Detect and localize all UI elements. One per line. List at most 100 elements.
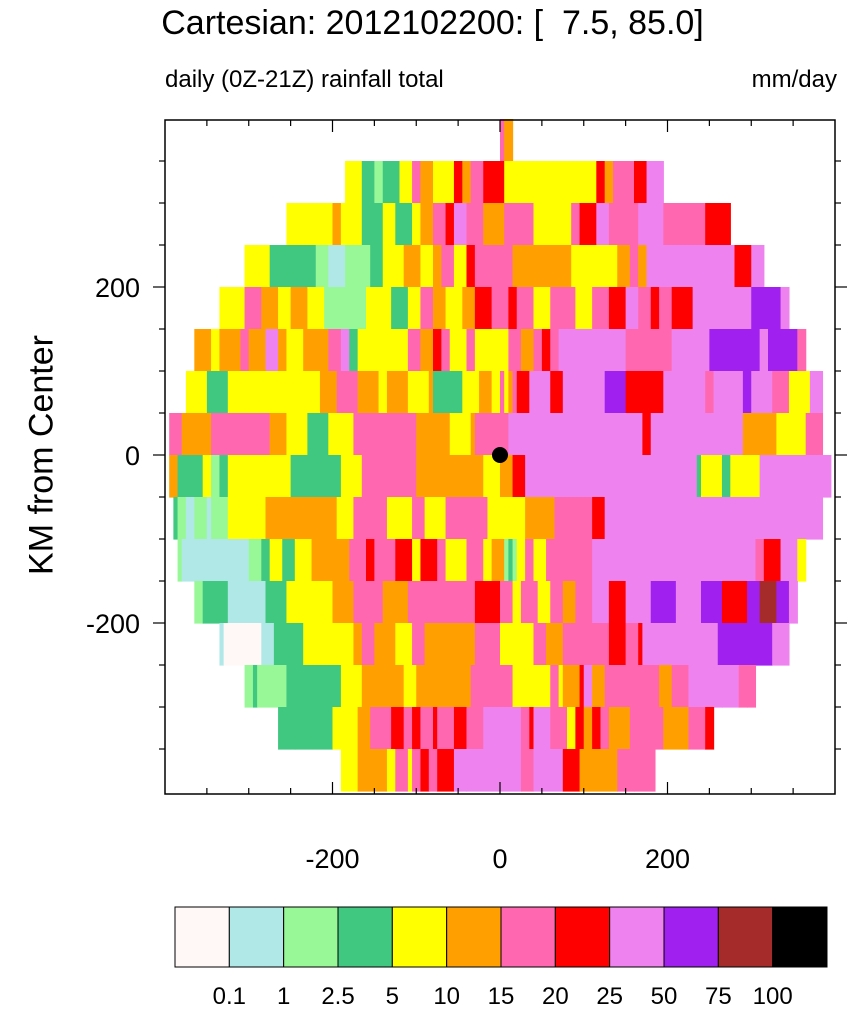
heatmap-cell (596, 203, 610, 246)
heatmap-cell (261, 287, 279, 330)
heatmap-cell (688, 707, 706, 750)
heatmap-cell (558, 539, 593, 582)
heatmap-cell (487, 497, 526, 540)
heatmap-cell (219, 455, 229, 498)
heatmap-cell (328, 245, 346, 288)
heatmap-cell (592, 707, 602, 750)
heatmap-cell (382, 203, 396, 246)
heatmap-cell (780, 287, 790, 330)
heatmap-cell (520, 707, 530, 750)
heatmap-cell (483, 161, 505, 204)
heatmap-cell (579, 665, 585, 708)
heatmap-cell (412, 623, 426, 666)
heatmap-cell (642, 455, 664, 498)
heatmap-cell (788, 497, 824, 540)
heatmap-cell (286, 413, 308, 456)
heatmap-cell (592, 539, 681, 582)
heatmap-cell (290, 455, 342, 498)
colorbar-swatch (500, 906, 556, 968)
heatmap-cell (391, 665, 405, 708)
heatmap-cell (269, 245, 317, 288)
heatmap-cell (466, 749, 522, 792)
heatmap-cell (772, 623, 790, 666)
heatmap-cell (366, 539, 375, 582)
heatmap-cell (345, 245, 371, 288)
heatmap-cell (416, 455, 451, 498)
heatmap-cell (232, 623, 262, 666)
heatmap-cell (692, 329, 710, 372)
heatmap-cell (512, 581, 522, 624)
heatmap-cell (759, 329, 769, 372)
axes: -200 0 200 -200 0 200 (86, 119, 847, 874)
heatmap-cell (550, 371, 564, 414)
heatmap-cell (705, 707, 715, 750)
colorbar-swatch (174, 906, 230, 968)
heatmap-cell (470, 413, 476, 456)
heatmap-cell (625, 581, 652, 624)
heatmap-cell (416, 413, 451, 456)
heatmap-cell (433, 161, 455, 204)
heatmap-cell (529, 707, 535, 750)
heatmap-cell (357, 371, 380, 414)
heatmap-cell (575, 581, 593, 624)
heatmap-cell (500, 371, 505, 414)
heatmap-cell (625, 287, 639, 330)
heatmap-cell (449, 413, 472, 456)
heatmap-cell (269, 539, 283, 582)
heatmap-cell (261, 539, 271, 582)
heatmap-cell (462, 161, 472, 204)
heatmap-cell (416, 665, 434, 708)
heatmap-cell (642, 413, 652, 456)
heatmap-cell (324, 539, 334, 582)
heatmap-cell (642, 623, 669, 666)
heatmap-cell (273, 623, 288, 666)
heatmap-cell (583, 707, 593, 750)
heatmap-cell (717, 623, 773, 666)
heatmap-cell (625, 329, 648, 372)
heatmap-cell (407, 287, 422, 330)
heatmap-cell (483, 707, 514, 750)
heatmap-cell (608, 203, 639, 246)
heatmap-cell (453, 161, 463, 204)
heatmap-cell (675, 581, 702, 624)
heatmap-cell (474, 413, 489, 456)
heatmap-cell (562, 749, 581, 792)
heatmap-cell (491, 665, 514, 708)
heatmap-cell (608, 707, 631, 750)
heatmap-cell (604, 371, 627, 414)
heatmap-cell (579, 749, 618, 792)
heatmap-cell (177, 455, 204, 498)
heatmap-cell (550, 707, 568, 750)
heatmap-cell (353, 497, 388, 540)
heatmap-cell (252, 665, 258, 708)
heatmap-cell (336, 371, 359, 414)
heatmap-cell (374, 539, 396, 582)
heatmap-cell (386, 371, 409, 414)
heatmap-cell (433, 329, 442, 372)
heatmap-cell (219, 329, 241, 372)
heatmap-cell (663, 707, 690, 750)
colorbar-label: 5 (386, 983, 399, 1010)
heatmap-cell (353, 581, 384, 624)
heatmap-cell (382, 161, 401, 204)
heatmap-cell (466, 329, 476, 372)
heatmap-cell (533, 203, 572, 246)
heatmap-cell (634, 749, 656, 792)
heatmap-cell (211, 455, 221, 498)
heatmap-cell (638, 203, 664, 246)
heatmap-cell (357, 749, 375, 792)
heatmap-cell (512, 539, 518, 582)
heatmap-cell (307, 287, 325, 330)
heatmap-cell (403, 245, 422, 288)
heatmap-cell (345, 161, 363, 204)
colorbar-swatch (391, 906, 448, 968)
heatmap-cell (608, 455, 643, 498)
heatmap-cell (349, 749, 359, 792)
heatmap-cell (466, 245, 476, 288)
heatmap-cell (437, 623, 476, 666)
heatmap-cell (286, 665, 304, 708)
heatmap-cell (567, 707, 576, 750)
heatmap-cell (169, 413, 183, 456)
heatmap-cell (525, 455, 610, 498)
heatmap-cell (512, 245, 572, 288)
